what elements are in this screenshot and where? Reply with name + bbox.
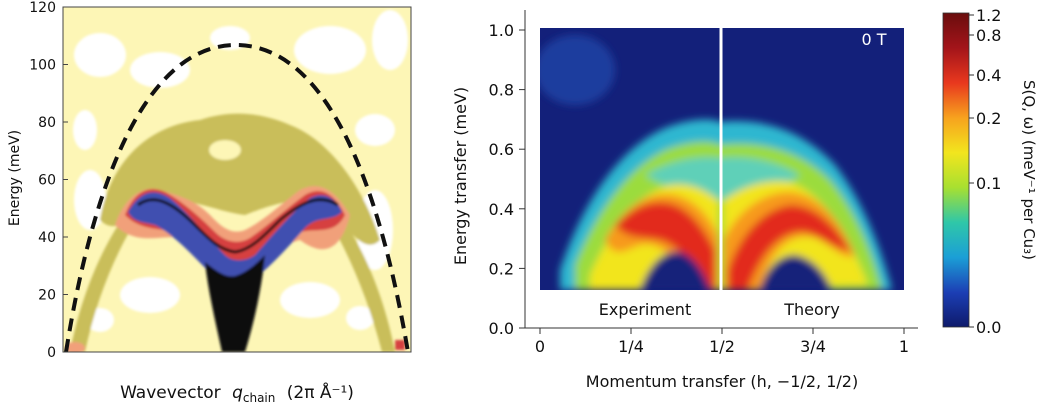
left-black-core [205, 255, 265, 352]
left-y-ticks: 0 20 40 60 80 100 120 [29, 0, 68, 361]
left-olive-hole [209, 140, 241, 160]
right-y-axis-label: Energy transfer (meV) [451, 87, 470, 265]
left-y-tick-label: 80 [38, 115, 56, 131]
right-y-tick-label: 0.8 [489, 81, 514, 100]
colorbar-ticks: 1.20.8 0.4 0.2 0.1 0.0 [969, 6, 1001, 337]
colorbar-label: S(Q, ω) (meV⁻¹ per Cu₃) [1020, 80, 1038, 260]
left-x-label-main: Wavevector [120, 383, 221, 403]
right-arch-red-r [728, 205, 850, 290]
left-blue-region [128, 192, 342, 287]
left-y-tick-label: 20 [38, 288, 56, 304]
right-y-tick-label: 0.2 [489, 259, 514, 278]
left-band-edge [137, 198, 339, 254]
colorbar-tick-label: 0.1 [976, 174, 1001, 193]
right-theory-label: Theory [783, 300, 840, 319]
right-y-tick-label: 0.4 [489, 200, 514, 219]
right-inner-blue [640, 251, 832, 290]
right-experiment-label: Experiment [599, 300, 691, 319]
left-x-axis-label: Wavevector qchain (2π Å⁻¹) [120, 381, 354, 405]
right-heatmap-panel: 0.0 0.2 0.4 0.6 0.8 1.0 0 1/4 1/2 3/4 1 0 T Exper… [451, 10, 918, 391]
colorbar-gradient [942, 12, 970, 328]
colorbar-tick-label: 0.2 [976, 109, 1001, 128]
left-x-label-unit: (2π Å⁻¹) [287, 381, 354, 403]
left-bottom-salmon [65, 342, 85, 352]
left-y-tick-label: 0 [47, 345, 56, 361]
left-x-label-sub: chain [243, 391, 276, 405]
right-y-tick-label: 0.0 [489, 319, 514, 338]
left-corner-red [395, 340, 405, 350]
right-x-ticks: 0 1/4 1/2 3/4 1 [535, 328, 909, 356]
right-x-axis-label: Momentum transfer (h, −1/2, 1/2) [586, 372, 858, 391]
left-y-tick-label: 40 [38, 230, 56, 246]
left-x-label-var: q [232, 383, 243, 403]
right-y-ticks: 0.0 0.2 0.4 0.6 0.8 1.0 [489, 21, 525, 338]
right-y-tick-label: 0.6 [489, 140, 514, 159]
colorbar-tick-label: 0.0 [976, 318, 1001, 337]
right-x-tick-label: 1/4 [618, 337, 644, 356]
right-field-annotation: 0 T [861, 30, 886, 49]
left-dashed-dispersion [64, 42, 410, 353]
right-arch-red [615, 202, 715, 290]
right-x-tick-label: 0 [535, 337, 545, 356]
right-y-tick-label: 1.0 [489, 21, 514, 40]
colorbar-tick-label: 1.2 [976, 6, 1001, 25]
colorbar: 1.20.8 0.4 0.2 0.1 0.0 S(Q, ω) (meV⁻¹ per Cu… [942, 6, 1038, 337]
left-y-tick-label: 120 [29, 0, 56, 16]
right-haze [540, 35, 615, 105]
right-label-strip [540, 290, 904, 326]
left-heatmap-panel: 0 20 40 60 80 100 120 Energy (meV) Wavevector … [7, 0, 412, 405]
colorbar-tick-label: 0.4 [976, 66, 1001, 85]
right-x-tick-label: 1/2 [709, 337, 735, 356]
right-x-tick-label: 3/4 [800, 337, 826, 356]
left-olive-region [100, 113, 380, 245]
left-y-tick-label: 100 [29, 58, 56, 74]
colorbar-tick-label: 0.8 [976, 26, 1001, 45]
left-y-axis-label: Energy (meV) [7, 130, 23, 226]
right-x-tick-label: 1 [899, 337, 909, 356]
left-y-tick-label: 60 [38, 173, 56, 189]
